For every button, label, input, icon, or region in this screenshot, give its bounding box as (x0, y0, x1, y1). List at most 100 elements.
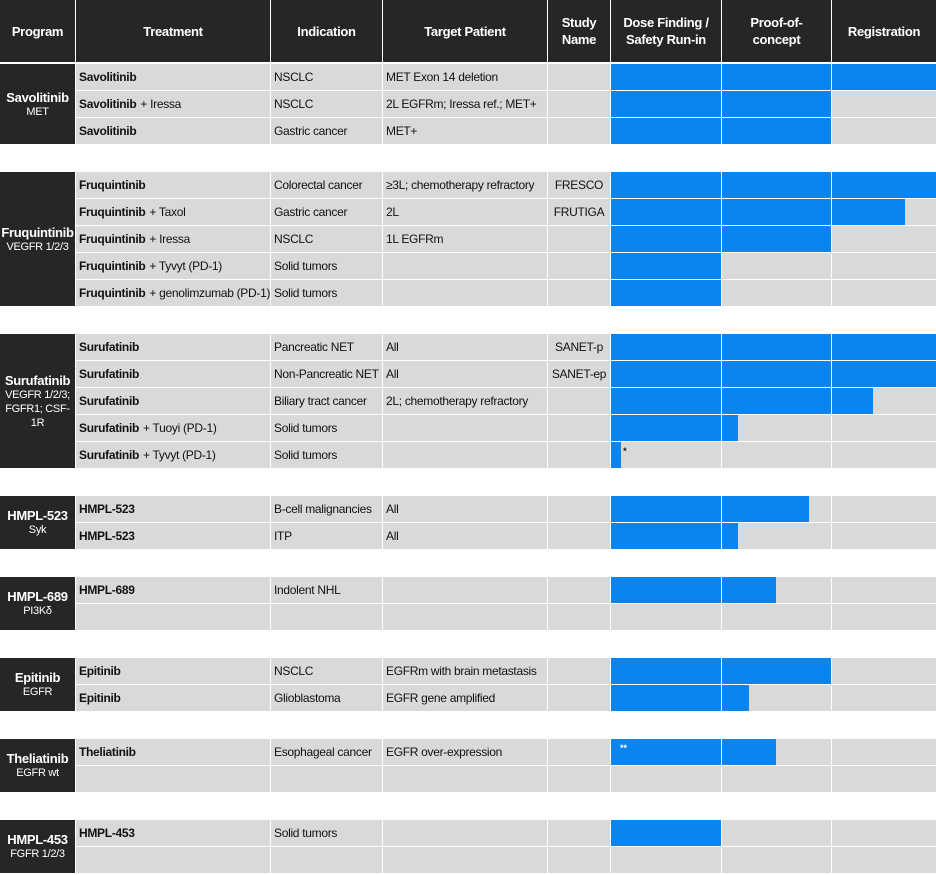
phase-divider (831, 388, 832, 414)
progress-bar (611, 280, 721, 306)
cell: 2L; chemotherapy refractory (383, 388, 547, 414)
drug-combo: + Iressa (149, 232, 191, 246)
cell: Savolitinib (76, 118, 270, 144)
cell (832, 658, 936, 684)
cell: Solid tumors (271, 442, 382, 468)
indication: NSCLC (274, 232, 314, 246)
indication: Non-Pancreatic NET (274, 367, 379, 381)
cell: NSCLC (271, 64, 382, 90)
progress-bar (611, 172, 936, 198)
phase-divider (831, 334, 832, 360)
indication: Solid tumors (274, 448, 338, 462)
cell: HMPL-689 (76, 577, 270, 603)
cell (722, 523, 831, 549)
program-target: PI3Kδ (23, 605, 52, 617)
indication: Solid tumors (274, 421, 338, 435)
program-cell: Theliatinib EGFR wt (0, 739, 75, 792)
cell (722, 253, 831, 279)
phase-divider (721, 739, 722, 765)
drug-combo: + Iressa (140, 97, 181, 111)
cell: All (383, 496, 547, 522)
phase-divider (721, 91, 722, 117)
cell (722, 442, 831, 468)
phase-divider (721, 172, 722, 198)
target-patient: 2L EGFRm; Iressa ref.; MET+ (386, 97, 537, 111)
indication: Solid tumors (274, 259, 338, 273)
program-target: FGFR 1/2/3 (10, 848, 65, 860)
progress-bar (611, 820, 721, 846)
indication: Gastric cancer (274, 124, 348, 138)
cell (383, 577, 547, 603)
phase-divider (721, 118, 722, 144)
cell: MET+ (383, 118, 547, 144)
cell (76, 847, 270, 873)
phase-divider (721, 64, 722, 90)
phase-divider (721, 685, 722, 711)
cell: SANET-p (548, 334, 610, 360)
drug-name: HMPL-523 (79, 529, 135, 543)
cell: MET Exon 14 deletion (383, 64, 547, 90)
cell: Glioblastoma (271, 685, 382, 711)
cell (271, 847, 382, 873)
program-name: HMPL-689 (7, 589, 68, 604)
cell: EGFR gene amplified (383, 685, 547, 711)
cell: All (383, 361, 547, 387)
phase-divider (831, 64, 832, 90)
phase-divider (831, 199, 832, 225)
cell (548, 496, 610, 522)
cell: NSCLC (271, 658, 382, 684)
cell: EGFR over-expression (383, 739, 547, 765)
cell: Fruquintinib + Iressa (76, 226, 270, 252)
cell (548, 577, 610, 603)
column-header: Proof-of- concept (722, 0, 831, 62)
cell (271, 766, 382, 792)
indication: NSCLC (274, 97, 314, 111)
drug-name: Fruquintinib (79, 259, 146, 273)
progress-bar (611, 577, 776, 603)
drug-name: Savolitinib (79, 124, 137, 138)
program-name: Theliatinib (6, 751, 69, 766)
progress-bar (611, 64, 936, 90)
cell: Surufatinib (76, 361, 270, 387)
indication: Biliary tract cancer (274, 394, 367, 408)
cell: Non-Pancreatic NET (271, 361, 382, 387)
cell: Savolitinib (76, 64, 270, 90)
cell (548, 118, 610, 144)
cell (548, 658, 610, 684)
program-target: EGFR wt (16, 767, 59, 779)
drug-name: Surufatinib (79, 367, 140, 381)
phase-divider (721, 334, 722, 360)
program-cell: HMPL-523 Syk (0, 496, 75, 549)
column-header: Treatment (76, 0, 270, 62)
program-cell: Surufatinib VEGFR 1/2/3; FGFR1; CSF-1R (0, 334, 75, 468)
target-patient: All (386, 529, 399, 543)
cell: EGFRm with brain metastasis (383, 658, 547, 684)
column-header: Program (0, 0, 75, 62)
cell: Esophageal cancer (271, 739, 382, 765)
target-patient: All (386, 367, 399, 381)
indication: NSCLC (274, 70, 314, 84)
program-cell: Fruquintinib VEGFR 1/2/3 (0, 172, 75, 306)
cell: Indolent NHL (271, 577, 382, 603)
cell: Epitinib (76, 658, 270, 684)
cell (76, 604, 270, 630)
cell (832, 577, 936, 603)
indication: B-cell malignancies (274, 502, 372, 516)
cell: HMPL-523 (76, 523, 270, 549)
cell (611, 766, 721, 792)
cell: NSCLC (271, 91, 382, 117)
cell (548, 739, 610, 765)
drug-name: Fruquintinib (79, 178, 146, 192)
cell (722, 280, 831, 306)
cell: Fruquintinib + Tyvyt (PD-1) (76, 253, 270, 279)
progress-bar (611, 496, 809, 522)
indication: Colorectal cancer (274, 178, 363, 192)
progress-bar (611, 739, 776, 765)
cell (832, 739, 936, 765)
cell: SANET-ep (548, 361, 610, 387)
phase-divider (721, 577, 722, 603)
cell: ITP (271, 523, 382, 549)
drug-name: HMPL-453 (79, 826, 135, 840)
cell: 2L (383, 199, 547, 225)
